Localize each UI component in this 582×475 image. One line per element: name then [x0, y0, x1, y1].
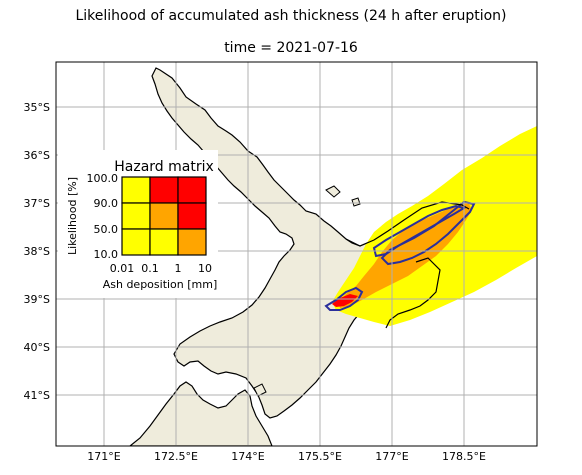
lon-tick-label: 178.5°E: [442, 450, 486, 463]
hazard-x-tick: 1: [175, 262, 182, 275]
island: [253, 383, 267, 397]
probability-contour: [324, 286, 364, 311]
hazard-cell: [149, 228, 179, 256]
hazard-y-tick: 50.0: [94, 223, 119, 236]
lat-tick-label: 39°S: [24, 293, 50, 306]
coastline: [385, 257, 441, 329]
hazard-cell: [149, 176, 179, 204]
hazard-cell: [177, 176, 207, 204]
lat-axis: 35°S 36°S 37°S 38°S 39°S 40°S 41°S: [24, 101, 50, 402]
island: [351, 197, 361, 207]
lat-tick-label: 36°S: [24, 149, 50, 162]
hazard-x-tick: 10: [198, 262, 212, 275]
hazard-y-tick: 90.0: [94, 197, 119, 210]
hazard-matrix-xlabel: Ash deposition [mm]: [103, 278, 218, 291]
hazard-cell: [121, 202, 151, 230]
lat-tick-label: 40°S: [24, 341, 50, 354]
hazard-cell: [177, 228, 207, 256]
island: [325, 185, 341, 198]
chart-subtitle: time = 2021-07-16: [224, 40, 358, 56]
hazard-matrix-title: Hazard matrix: [114, 159, 214, 175]
lon-tick-label: 175.5°E: [298, 450, 342, 463]
lon-tick-label: 174°E: [231, 450, 264, 463]
lat-tick-label: 35°S: [24, 101, 50, 114]
hazard-cell: [121, 228, 151, 256]
ash-plume-medium: [338, 202, 472, 308]
lon-tick-label: 171°E: [87, 450, 120, 463]
hazard-matrix-ylabel: Likelihood [%]: [66, 177, 79, 255]
lat-tick-label: 37°S: [24, 197, 50, 210]
chart-title: Likelihood of accumulated ash thickness …: [75, 8, 507, 24]
hazard-matrix: [58, 150, 218, 298]
south-island-land: [129, 381, 273, 446]
lon-tick-label: 177°E: [375, 450, 408, 463]
coastline: [345, 201, 470, 247]
hazard-cell: [149, 202, 179, 230]
hazard-y-tick: 10.0: [94, 248, 119, 261]
lon-axis: 171°E 172.5°E 174°E 175.5°E 177°E 178.5°…: [87, 450, 486, 463]
lon-tick-label: 172.5°E: [154, 450, 198, 463]
hazard-cell: [177, 202, 207, 230]
hazard-x-tick: 0.1: [141, 262, 159, 275]
lat-tick-label: 38°S: [24, 245, 50, 258]
hazard-cell: [121, 176, 151, 204]
hazard-y-tick: 100.0: [87, 172, 119, 185]
ash-plume-high: [332, 294, 358, 307]
hazard-x-tick: 0.01: [110, 262, 135, 275]
lat-tick-label: 41°S: [24, 389, 50, 402]
